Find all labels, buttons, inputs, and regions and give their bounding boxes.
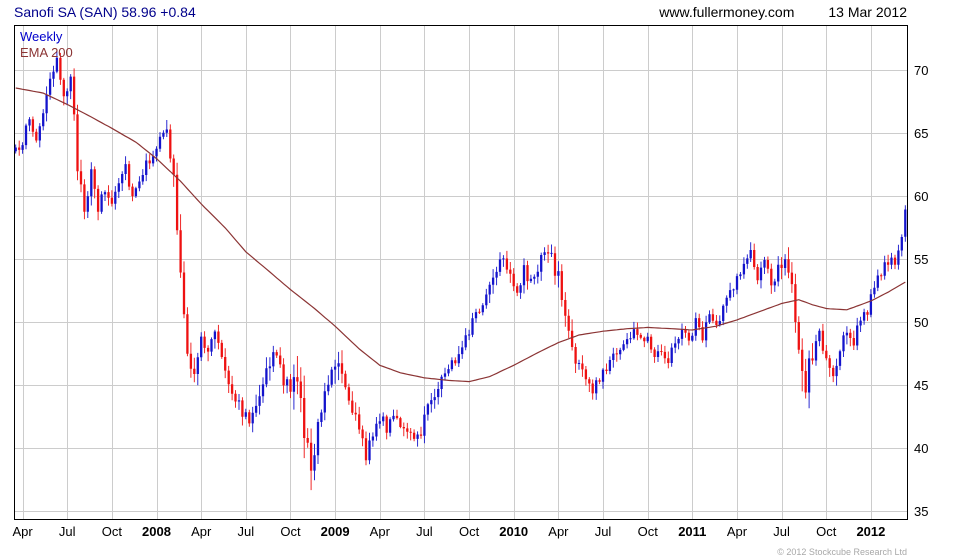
x-axis-label: Oct (816, 524, 837, 539)
x-axis-label: Oct (459, 524, 480, 539)
x-axis-label: Jul (416, 524, 433, 539)
header-right: www.fullermoney.com 13 Mar 2012 (659, 4, 907, 20)
chart-header: Sanofi SA (SAN) 58.96 +0.84 www.fullermo… (14, 4, 907, 20)
x-axis-label: Oct (280, 524, 301, 539)
x-axis-label: 2011 (678, 524, 706, 539)
website-text: www.fullermoney.com (659, 4, 795, 20)
y-axis-label: 35 (914, 504, 928, 519)
x-axis-label: 2009 (321, 524, 350, 539)
y-axis-label: 65 (914, 126, 928, 141)
copyright-notice: © 2012 Stockcube Research Ltd (777, 547, 907, 557)
y-axis-label: 55 (914, 252, 928, 267)
x-axis-label: Apr (370, 524, 391, 539)
x-axis-label: Apr (12, 524, 33, 539)
y-axis-label: 45 (914, 378, 928, 393)
candle-bodies-down (18, 57, 897, 471)
ema-line (15, 87, 906, 383)
x-axis-label: 2010 (499, 524, 528, 539)
legend-ema-label: EMA 200 (20, 45, 73, 60)
instrument-title: Sanofi SA (SAN) 58.96 +0.84 (14, 4, 196, 20)
x-axis-label: Jul (773, 524, 790, 539)
legend-weekly-label: Weekly (20, 29, 63, 44)
x-axis-label: 2008 (142, 524, 171, 539)
chart-legend: Weekly EMA 200 (20, 29, 73, 61)
y-axis-label: 40 (914, 441, 928, 456)
x-axis-label: Apr (548, 524, 569, 539)
y-axis-label: 50 (914, 315, 928, 330)
x-axis-label: Oct (102, 524, 123, 539)
gridlines (14, 25, 907, 519)
x-axis-label: 2012 (856, 524, 885, 539)
y-axis-label: 60 (914, 189, 928, 204)
candle-wicks-up (15, 50, 906, 481)
x-axis-label: Apr (727, 524, 748, 539)
x-axis-label: Apr (191, 524, 212, 539)
candle-wicks-down (18, 52, 896, 491)
x-axis-label: Jul (237, 524, 254, 539)
x-axis-label: Jul (595, 524, 612, 539)
plot-border (14, 25, 908, 520)
x-axis-label: Jul (59, 524, 76, 539)
y-axis-label: 70 (914, 63, 928, 78)
candle-bodies-up (14, 57, 907, 471)
chart-date: 13 Mar 2012 (828, 4, 907, 20)
x-axis-label: Oct (638, 524, 659, 539)
